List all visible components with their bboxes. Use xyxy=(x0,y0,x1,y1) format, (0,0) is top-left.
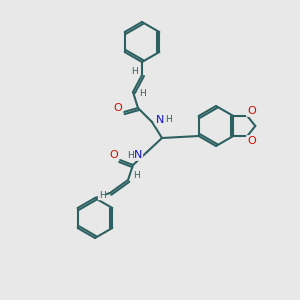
Text: O: O xyxy=(247,136,256,146)
Text: N: N xyxy=(156,115,164,125)
Text: N: N xyxy=(134,150,142,160)
Text: O: O xyxy=(114,103,122,113)
Text: H: H xyxy=(130,68,137,76)
Text: H: H xyxy=(133,172,140,181)
Text: H: H xyxy=(99,190,105,200)
Text: H: H xyxy=(165,116,171,124)
Text: O: O xyxy=(110,150,118,160)
Text: O: O xyxy=(247,106,256,116)
Text: H: H xyxy=(127,151,134,160)
Text: H: H xyxy=(139,89,145,98)
